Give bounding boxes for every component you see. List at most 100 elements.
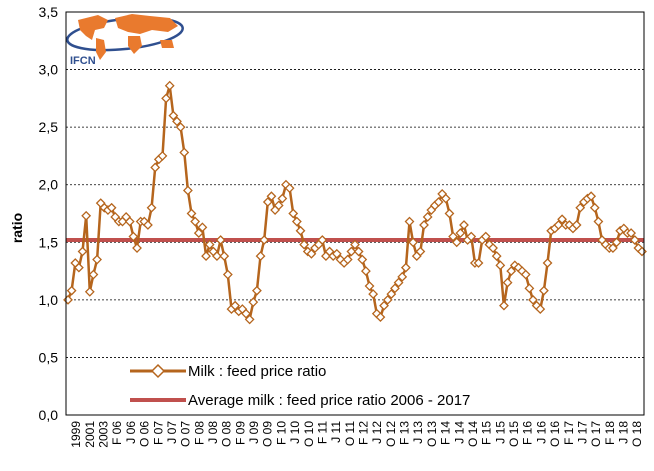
data-point: [284, 183, 295, 194]
y-tick-label: 2,0: [39, 177, 59, 193]
data-point: [266, 191, 277, 202]
data-point: [368, 289, 379, 300]
data-point: [520, 269, 531, 280]
data-point: [586, 191, 597, 202]
data-point: [150, 162, 161, 173]
data-point: [128, 231, 139, 242]
y-tick-label: 1,0: [39, 292, 59, 308]
x-tick-label: F 15: [480, 421, 494, 445]
legend-label-milk-feed: Milk : feed price ratio: [188, 363, 326, 380]
data-point: [440, 193, 451, 204]
data-point: [273, 200, 284, 211]
x-tick-label: F 10: [274, 421, 288, 445]
x-tick-label: O 17: [589, 421, 603, 447]
data-point: [172, 116, 182, 127]
data-point: [386, 289, 397, 300]
data-point: [299, 239, 310, 250]
data-point: [375, 312, 386, 323]
x-tick-label: J 09: [247, 421, 261, 444]
milk-feed-series: [63, 80, 647, 325]
data-point: [382, 294, 393, 305]
x-tick-label: J 16: [534, 421, 548, 444]
x-tick-label: O 10: [302, 421, 316, 447]
x-tick-label: J 15: [493, 421, 507, 444]
data-point: [528, 294, 538, 305]
data-point: [317, 235, 328, 245]
y-tick-label: 3,5: [39, 4, 59, 20]
data-point: [499, 300, 509, 311]
data-point: [77, 246, 88, 257]
data-point: [244, 314, 255, 325]
legend-item-average: Average milk : feed price ratio 2006 - 2…: [130, 392, 470, 409]
data-point: [408, 237, 419, 248]
data-point: [557, 214, 567, 225]
data-point: [157, 151, 168, 161]
data-point: [448, 231, 459, 242]
x-tick-label: J 17: [575, 421, 589, 444]
data-point: [422, 212, 433, 222]
x-tick-label: F 13: [398, 421, 412, 445]
data-point: [306, 248, 317, 259]
ifcn-logo: IFCN: [66, 14, 184, 67]
data-point: [459, 220, 469, 230]
legend-label-average: Average milk : feed price ratio 2006 - 2…: [188, 392, 470, 409]
x-tick-labels: 1999 2001 2003 F 06 J 06 O 06 F 07 J 07 O 07 F 08…: [69, 421, 644, 448]
data-point: [419, 220, 429, 230]
data-point: [262, 197, 273, 207]
data-point: [291, 216, 302, 227]
x-tick-label: F 06: [110, 421, 124, 445]
data-point: [219, 251, 230, 262]
data-point: [506, 266, 517, 276]
data-point: [175, 122, 186, 133]
data-point: [444, 208, 455, 219]
x-tick-label: J 10: [288, 421, 302, 444]
y-tick-label: 0,5: [39, 349, 59, 365]
y-axis-label: ratio: [9, 213, 25, 243]
x-tick-label: O 11: [343, 421, 357, 446]
data-point: [251, 285, 262, 296]
data-point: [179, 147, 190, 158]
x-tick-label: 2001: [83, 421, 97, 448]
data-point: [241, 308, 251, 319]
y-tick-labels: 0,0 0,5 1,0 1,5 2,0 2,5 3,0 3,5: [39, 4, 59, 423]
x-tick-label: F 16: [521, 421, 535, 445]
x-tick-label: F 18: [603, 421, 617, 445]
data-point: [197, 222, 208, 233]
data-point: [589, 202, 600, 213]
data-point: [360, 266, 371, 276]
data-point: [164, 80, 175, 91]
data-point: [357, 254, 368, 265]
data-point: [379, 300, 389, 311]
data-point: [390, 283, 400, 294]
data-point: [132, 243, 142, 253]
data-point: [353, 246, 364, 257]
x-tick-label: J 11: [329, 421, 343, 443]
x-tick-label: O 18: [630, 421, 644, 447]
data-point: [124, 216, 135, 227]
x-tick-label: J 07: [165, 421, 179, 444]
data-point: [553, 220, 564, 230]
data-point: [161, 93, 172, 104]
data-point: [575, 202, 586, 213]
data-point: [84, 286, 95, 297]
data-point: [611, 237, 622, 248]
data-point: [491, 251, 502, 262]
data-point: [288, 208, 299, 219]
x-tick-label: J 13: [411, 421, 425, 444]
data-point: [73, 262, 84, 273]
data-point: [255, 251, 266, 262]
data-point: [230, 300, 241, 311]
x-tick-label: 1999: [69, 421, 83, 448]
data-point: [168, 110, 179, 121]
data-point: [364, 281, 375, 291]
x-tick-label: F 17: [562, 421, 576, 445]
data-point: [342, 254, 353, 265]
logo-text: IFCN: [70, 55, 96, 67]
data-point: [204, 239, 215, 250]
world-map-icon: [66, 14, 184, 60]
x-tick-label: F 09: [233, 421, 247, 445]
x-tick-label: F 07: [151, 421, 165, 445]
data-point: [277, 193, 288, 204]
data-point: [433, 197, 444, 207]
data-point: [222, 269, 233, 280]
